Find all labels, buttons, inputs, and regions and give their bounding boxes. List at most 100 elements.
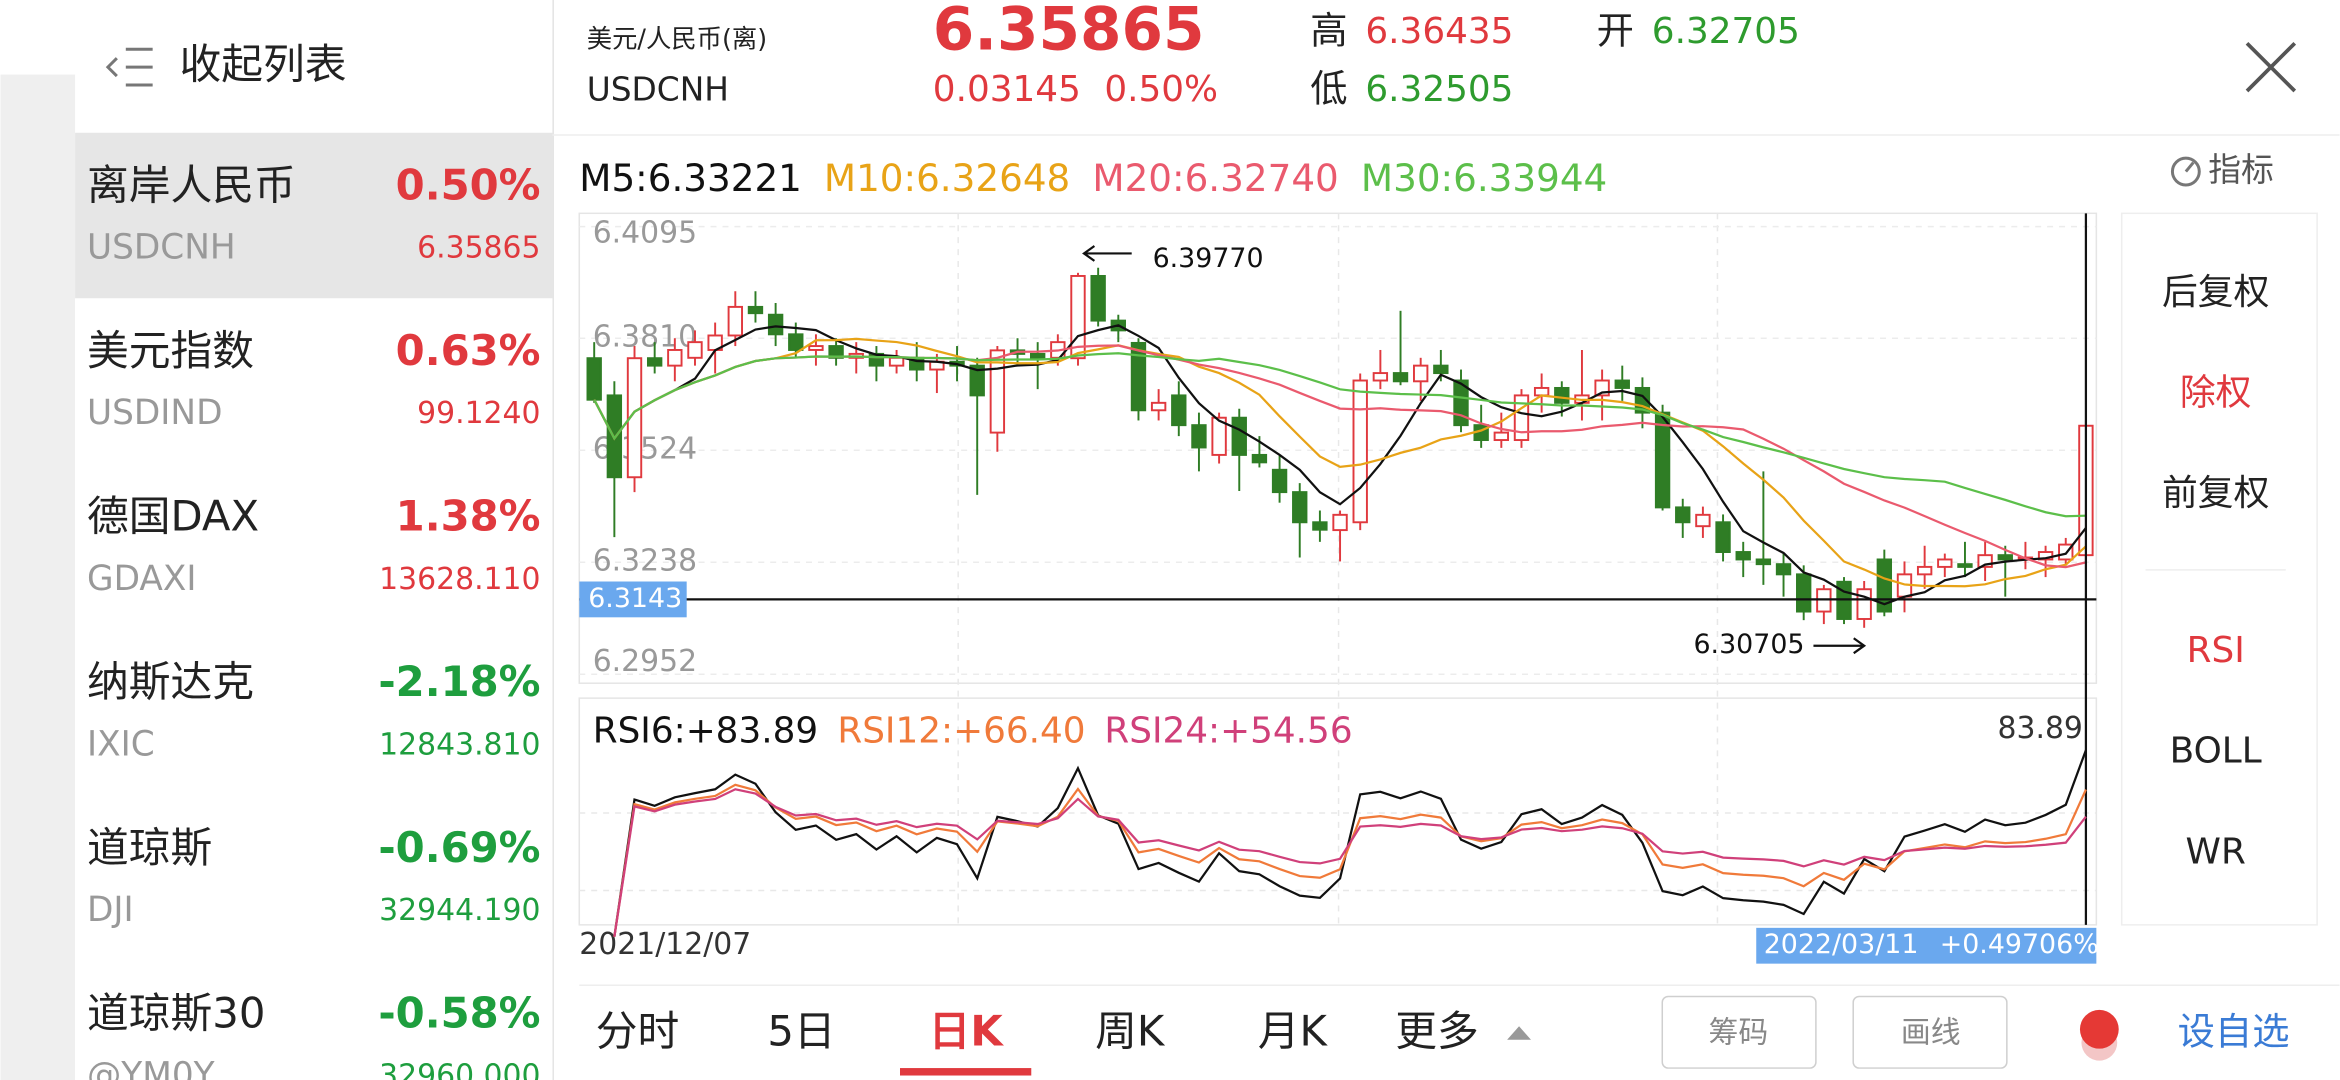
- open-value: 6.32705: [1652, 11, 1800, 52]
- candle-body: [1775, 563, 1792, 576]
- note-label: 6.30705: [1693, 629, 1804, 660]
- item-change: -2.18%: [378, 657, 540, 706]
- candle-body: [1916, 565, 1933, 576]
- candle-body: [969, 364, 985, 397]
- y-tick-label: 6.3238: [593, 544, 697, 579]
- tab[interactable]: 月K: [1258, 1006, 1329, 1055]
- end-date: 2022/03/11: [1764, 929, 1919, 960]
- item-name: 离岸人民币: [87, 160, 296, 209]
- list-item[interactable]: [75, 298, 553, 464]
- ma-line: [593, 324, 2087, 606]
- ma-legend: M10:6.32648: [824, 156, 1070, 200]
- tab[interactable]: 周K: [1095, 1006, 1166, 1055]
- indicator-option[interactable]: WR: [2186, 831, 2246, 872]
- start-date: 2021/12/07: [579, 927, 751, 962]
- candle-body: [1433, 364, 1449, 375]
- candle-body: [1372, 372, 1389, 382]
- collapse-icon[interactable]: [105, 47, 153, 87]
- item-value: 13628.110: [379, 562, 540, 597]
- candle-body: [808, 345, 824, 351]
- candle-body: [1352, 379, 1368, 524]
- candle-body: [1130, 341, 1147, 412]
- side-panel: [2120, 212, 2318, 926]
- candle-body: [1997, 554, 2013, 561]
- pair-name: 美元/人民币(离): [587, 23, 767, 53]
- candle-body: [646, 357, 663, 367]
- candle-body: [626, 357, 643, 479]
- low-value: 6.32505: [1365, 69, 1513, 110]
- sidebar-title[interactable]: 收起列表: [180, 40, 347, 89]
- tab[interactable]: 分时: [596, 1006, 679, 1055]
- indicator-option[interactable]: RSI: [2187, 630, 2245, 671]
- list-item[interactable]: [75, 132, 553, 299]
- ma-legend: M20:6.32740: [1092, 156, 1338, 200]
- end-date-box: [1756, 927, 2097, 964]
- reference-label: 6.3143: [588, 583, 682, 614]
- y-tick-label: 6.3810: [593, 320, 697, 355]
- candle-body: [1090, 274, 1106, 322]
- close-button[interactable]: [2245, 41, 2297, 93]
- ma-line: [593, 352, 2086, 518]
- more-arrow: [1507, 1026, 1531, 1040]
- candle-body: [1271, 468, 1288, 494]
- rsi-legend: RSI6:+83.89: [593, 710, 818, 751]
- list-item[interactable]: [75, 795, 553, 961]
- candle-body: [1715, 521, 1731, 553]
- adjust-option[interactable]: 后复权: [2162, 272, 2269, 313]
- list-item[interactable]: [75, 960, 553, 1080]
- record-dot[interactable]: [2079, 1009, 2119, 1049]
- tab[interactable]: 日K: [929, 1006, 1005, 1055]
- tool-button[interactable]: [1852, 995, 2008, 1069]
- pair-symbol: USDCNH: [587, 70, 729, 108]
- v-grid: [579, 213, 2097, 925]
- item-code: USDIND: [87, 393, 222, 433]
- item-value: 32944.190: [379, 893, 540, 928]
- adjust-option[interactable]: 除权: [2180, 373, 2252, 414]
- tool-label[interactable]: 画线: [1901, 1015, 1961, 1050]
- candle-body: [1251, 453, 1268, 464]
- item-change: -0.69%: [378, 823, 540, 872]
- left-strip: [0, 74, 76, 1080]
- y-tick-label: 6.4095: [593, 216, 697, 251]
- low-label: 低: [1310, 66, 1347, 110]
- list-item[interactable]: [75, 463, 553, 630]
- candle-body: [747, 305, 764, 315]
- y-tick-label: 6.2952: [593, 644, 697, 679]
- candle-body: [1493, 431, 1510, 442]
- candle-body: [1533, 386, 1550, 397]
- change: 0.03145: [933, 69, 1081, 110]
- add-watch[interactable]: 设自选: [2178, 1009, 2290, 1053]
- end-change: +0.49706%: [1940, 929, 2099, 960]
- indicator-option[interactable]: BOLL: [2170, 731, 2262, 772]
- candle-body: [1332, 513, 1348, 532]
- candle-body: [1675, 506, 1691, 524]
- item-value: 99.1240: [417, 396, 540, 431]
- candle-body: [1392, 372, 1409, 383]
- adjust-option[interactable]: 前复权: [2162, 473, 2269, 514]
- tab-underline: [900, 1068, 1032, 1076]
- item-name: 纳斯达克: [87, 657, 254, 706]
- item-code: USDCNH: [87, 228, 236, 268]
- indicator-label[interactable]: 指标: [2208, 151, 2274, 189]
- tool-label[interactable]: 筹码: [1709, 1015, 1769, 1050]
- candle-body: [1231, 416, 1247, 456]
- candle-body: [1796, 573, 1812, 613]
- item-change: 0.63%: [396, 326, 541, 375]
- tool-button[interactable]: [1661, 995, 1817, 1069]
- indicator-button[interactable]: 指标: [2170, 151, 2274, 189]
- rsi-panel: [578, 697, 2098, 926]
- item-code: DJI: [87, 890, 134, 930]
- rsi-line: [613, 788, 2087, 937]
- list-item[interactable]: [75, 629, 553, 796]
- candle-body: [767, 313, 784, 336]
- candle-body: [1755, 558, 1772, 566]
- item-name: 德国DAX: [87, 492, 259, 541]
- rsi-latest: 83.89: [1998, 711, 2083, 746]
- item-name: 道琼斯: [87, 823, 212, 872]
- candle-body: [727, 305, 743, 337]
- tab[interactable]: 5日: [767, 1006, 835, 1055]
- rsi-line: [613, 749, 2087, 937]
- tab[interactable]: 更多: [1395, 1006, 1479, 1055]
- ma-legend: M30:6.33944: [1361, 156, 1607, 200]
- note-arrow-head: [1853, 637, 1867, 655]
